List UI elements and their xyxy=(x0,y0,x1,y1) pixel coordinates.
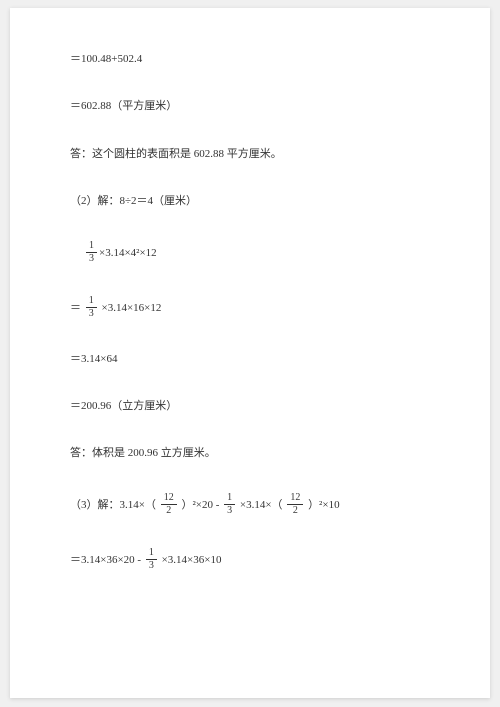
text-segment: ＝3.14×36×20 - xyxy=(70,554,144,566)
text-segment: （3）解：3.14×（ xyxy=(70,499,156,511)
calc-line: ＝ 1 3 ×3.14×16×12 xyxy=(70,297,430,320)
text-segment: ）²×10 xyxy=(308,499,340,511)
document-page: ＝100.48+502.4 ＝602.88（平方厘米） 答：这个圆柱的表面积是 … xyxy=(10,8,490,698)
problem-line: （2）解：8÷2＝4（厘米） xyxy=(70,194,430,209)
text-segment: ×3.14×36×10 xyxy=(162,554,222,566)
fraction-denominator: 2 xyxy=(161,505,177,516)
text-segment: ×3.14×16×12 xyxy=(102,302,162,314)
fraction: 1 3 xyxy=(86,296,97,319)
fraction-numerator: 1 xyxy=(86,296,97,308)
calc-line: ＝100.48+502.4 xyxy=(70,52,430,67)
fraction-numerator: 12 xyxy=(161,493,177,505)
answer-line: 答：体积是 200.96 立方厘米。 xyxy=(70,446,430,461)
fraction-numerator: 12 xyxy=(287,493,303,505)
calc-line: ＝3.14×64 xyxy=(70,352,430,367)
fraction: 12 2 xyxy=(161,493,177,516)
fraction-denominator: 3 xyxy=(86,308,97,319)
calc-line: ＝3.14×36×20 - 1 3 ×3.14×36×10 xyxy=(70,549,430,572)
answer-line: 答：这个圆柱的表面积是 602.88 平方厘米。 xyxy=(70,147,430,162)
text-segment: ×3.14×（ xyxy=(240,499,283,511)
fraction-denominator: 3 xyxy=(224,505,235,516)
calc-line: ＝602.88（平方厘米） xyxy=(70,99,430,114)
text-segment: ×3.14×4²×12 xyxy=(99,247,157,259)
fraction-numerator: 1 xyxy=(224,493,235,505)
calc-line: 1 3 ×3.14×4²×12 xyxy=(70,242,430,265)
text-segment: ）²×20 - xyxy=(181,499,222,511)
fraction-denominator: 3 xyxy=(86,253,97,264)
fraction: 1 3 xyxy=(224,493,235,516)
fraction: 12 2 xyxy=(287,493,303,516)
fraction-numerator: 1 xyxy=(86,241,97,253)
text-segment: ＝ xyxy=(70,302,81,314)
fraction-denominator: 3 xyxy=(146,560,157,571)
fraction: 1 3 xyxy=(146,548,157,571)
fraction: 1 3 xyxy=(86,241,97,264)
calc-line: ＝200.96（立方厘米） xyxy=(70,399,430,414)
fraction-denominator: 2 xyxy=(287,505,303,516)
fraction-numerator: 1 xyxy=(146,548,157,560)
problem-line: （3）解：3.14×（ 12 2 ）²×20 - 1 3 ×3.14×（ 12 … xyxy=(70,494,430,517)
